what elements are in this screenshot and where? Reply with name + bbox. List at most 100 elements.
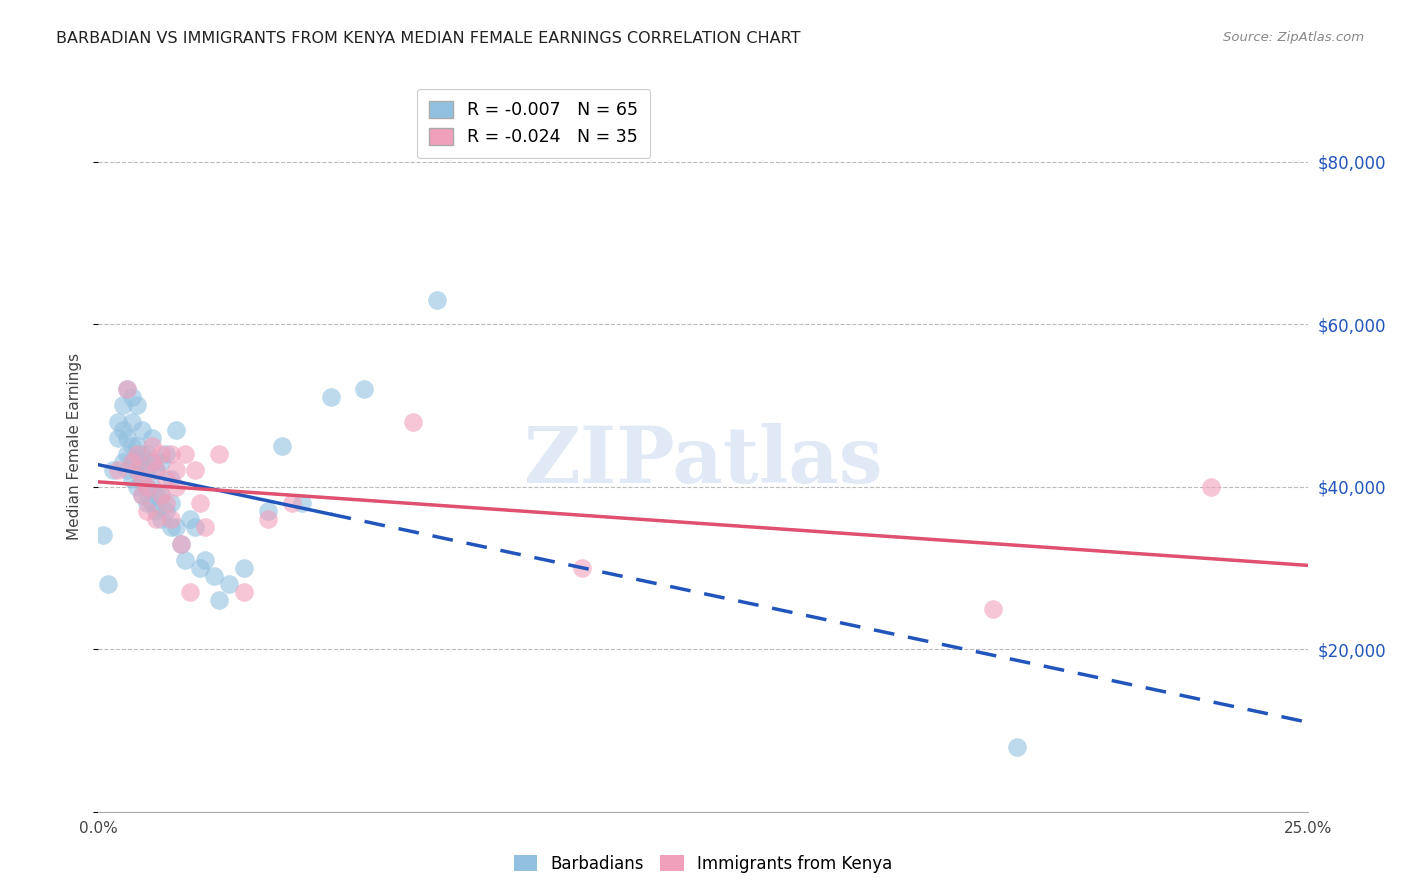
Point	[160, 496, 183, 510]
Point	[111, 455, 134, 469]
Point	[135, 496, 157, 510]
Point	[107, 463, 129, 477]
Point	[145, 488, 167, 502]
Point	[117, 447, 139, 461]
Point	[174, 553, 197, 567]
Point	[121, 455, 143, 469]
Point	[141, 455, 163, 469]
Point	[1007, 739, 1029, 754]
Point	[127, 455, 149, 469]
Point	[1199, 480, 1222, 494]
Point	[174, 447, 197, 461]
Point	[131, 471, 153, 485]
Point	[141, 431, 163, 445]
Text: BARBADIAN VS IMMIGRANTS FROM KENYA MEDIAN FEMALE EARNINGS CORRELATION CHART: BARBADIAN VS IMMIGRANTS FROM KENYA MEDIA…	[56, 31, 801, 46]
Point	[150, 512, 173, 526]
Point	[188, 496, 211, 510]
Point	[121, 390, 143, 404]
Point	[131, 423, 153, 437]
Point	[271, 439, 294, 453]
Point	[160, 447, 183, 461]
Point	[127, 447, 149, 461]
Point	[135, 480, 157, 494]
Point	[117, 463, 139, 477]
Text: ZIPatlas: ZIPatlas	[523, 423, 883, 499]
Point	[571, 561, 593, 575]
Point	[165, 520, 187, 534]
Point	[319, 390, 342, 404]
Point	[141, 455, 163, 469]
Point	[141, 439, 163, 453]
Point	[121, 455, 143, 469]
Point	[281, 496, 304, 510]
Point	[97, 577, 120, 591]
Point	[165, 480, 187, 494]
Point	[107, 431, 129, 445]
Point	[155, 496, 177, 510]
Legend: Barbadians, Immigrants from Kenya: Barbadians, Immigrants from Kenya	[508, 848, 898, 880]
Point	[135, 480, 157, 494]
Point	[135, 504, 157, 518]
Point	[127, 480, 149, 494]
Point	[981, 601, 1004, 615]
Point	[353, 382, 375, 396]
Point	[160, 520, 183, 534]
Point	[188, 561, 211, 575]
Point	[127, 398, 149, 412]
Point	[150, 488, 173, 502]
Point	[131, 488, 153, 502]
Point	[155, 504, 177, 518]
Point	[194, 553, 217, 567]
Point	[150, 447, 173, 461]
Point	[169, 536, 191, 550]
Point	[204, 569, 226, 583]
Point	[165, 423, 187, 437]
Y-axis label: Median Female Earnings: Median Female Earnings	[67, 352, 83, 540]
Point	[111, 398, 134, 412]
Point	[131, 471, 153, 485]
Point	[145, 463, 167, 477]
Point	[256, 512, 278, 526]
Point	[184, 520, 207, 534]
Point	[127, 463, 149, 477]
Point	[145, 463, 167, 477]
Point	[290, 496, 312, 510]
Point	[160, 471, 183, 485]
Point	[131, 488, 153, 502]
Point	[155, 471, 177, 485]
Point	[184, 463, 207, 477]
Point	[141, 480, 163, 494]
Point	[426, 293, 449, 307]
Point	[208, 447, 231, 461]
Point	[101, 463, 124, 477]
Point	[169, 536, 191, 550]
Point	[194, 520, 217, 534]
Point	[127, 463, 149, 477]
Point	[131, 455, 153, 469]
Point	[121, 415, 143, 429]
Point	[256, 504, 278, 518]
Point	[117, 431, 139, 445]
Point	[150, 488, 173, 502]
Point	[131, 447, 153, 461]
Legend: R = -0.007   N = 65, R = -0.024   N = 35: R = -0.007 N = 65, R = -0.024 N = 35	[418, 89, 651, 159]
Point	[150, 455, 173, 469]
Text: Source: ZipAtlas.com: Source: ZipAtlas.com	[1223, 31, 1364, 45]
Point	[232, 585, 254, 599]
Point	[135, 463, 157, 477]
Point	[111, 423, 134, 437]
Point	[121, 439, 143, 453]
Point	[232, 561, 254, 575]
Point	[91, 528, 114, 542]
Point	[141, 496, 163, 510]
Point	[179, 512, 201, 526]
Point	[127, 439, 149, 453]
Point	[208, 593, 231, 607]
Point	[165, 463, 187, 477]
Point	[179, 585, 201, 599]
Point	[402, 415, 425, 429]
Point	[121, 471, 143, 485]
Point	[107, 415, 129, 429]
Point	[117, 382, 139, 396]
Point	[155, 447, 177, 461]
